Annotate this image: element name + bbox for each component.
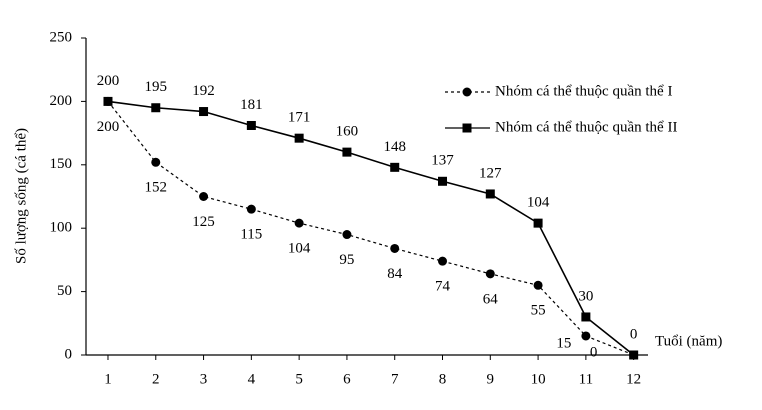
x-tick-label: 3 [200,371,208,387]
x-tick-label: 9 [487,371,495,387]
data-label: 137 [431,153,454,169]
data-point [533,218,543,228]
data-label: 74 [435,279,451,295]
x-tick-label: 2 [152,371,160,387]
data-label: 84 [387,266,403,282]
data-label: 55 [531,303,546,319]
y-tick-label: 150 [50,156,73,172]
y-tick-label: 200 [50,93,73,109]
y-tick-label: 100 [50,220,73,236]
data-label: 148 [383,139,406,155]
data-label: 152 [145,180,168,196]
data-point [199,107,209,117]
x-tick-label: 5 [295,371,303,387]
x-tick-label: 4 [248,371,256,387]
data-point [390,162,400,172]
data-point [438,176,448,186]
x-tick-label: 7 [391,371,399,387]
data-label: 195 [145,79,168,95]
data-point [151,157,161,167]
data-point [485,269,495,279]
legend-marker [462,123,472,133]
data-label: 104 [527,195,550,211]
data-label: 127 [479,165,502,181]
data-label: 0 [590,344,598,360]
x-tick-label: 1 [104,371,112,387]
data-label: 104 [288,241,311,257]
y-axis-label: Số lượng sống (cá thể) [13,128,29,264]
data-point [390,243,400,253]
data-label: 125 [192,214,215,230]
data-label: 64 [483,291,499,307]
data-point [581,331,591,341]
data-label: 160 [336,124,359,140]
data-point [294,133,304,143]
data-point [342,147,352,157]
data-point [533,280,543,290]
x-axis-label: Tuổi (năm) [655,333,722,349]
data-label: 115 [240,227,262,243]
y-tick-label: 50 [57,283,72,299]
y-tick-label: 250 [50,29,73,45]
data-label: 95 [339,252,354,268]
data-point [485,189,495,199]
data-point [246,204,256,214]
x-tick-label: 8 [439,371,447,387]
x-tick-label: 6 [343,371,351,387]
data-label: 181 [240,97,263,113]
data-point [438,256,448,266]
series-line [107,101,634,356]
data-point [103,96,113,106]
data-point [246,120,256,130]
data-label: 30 [578,288,593,304]
data-label: 15 [556,335,571,351]
data-label: 200 [97,73,120,89]
legend-label: Nhóm cá thể thuộc quần thể I [495,83,672,99]
data-point [151,103,161,113]
data-label: 200 [97,119,120,135]
data-point [581,312,591,322]
data-label: 0 [630,326,638,342]
series-line [107,100,635,356]
data-point [629,350,639,360]
x-tick-label: 11 [579,371,593,387]
data-label: 171 [288,110,311,126]
data-point [342,230,352,240]
x-tick-label: 12 [626,371,641,387]
legend-label: Nhóm cá thể thuộc quần thể II [495,119,677,135]
x-tick-label: 10 [531,371,546,387]
data-label: 192 [192,83,215,99]
data-point [199,192,209,201]
legend-marker [462,87,472,97]
y-tick-label: 0 [65,346,73,362]
data-point [294,218,304,228]
